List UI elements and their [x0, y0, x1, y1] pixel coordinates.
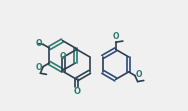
Text: O: O [73, 87, 80, 96]
Text: O: O [135, 70, 142, 79]
Text: O: O [36, 63, 43, 72]
Text: O: O [36, 39, 43, 48]
Text: O: O [59, 52, 66, 61]
Text: O: O [112, 32, 119, 41]
